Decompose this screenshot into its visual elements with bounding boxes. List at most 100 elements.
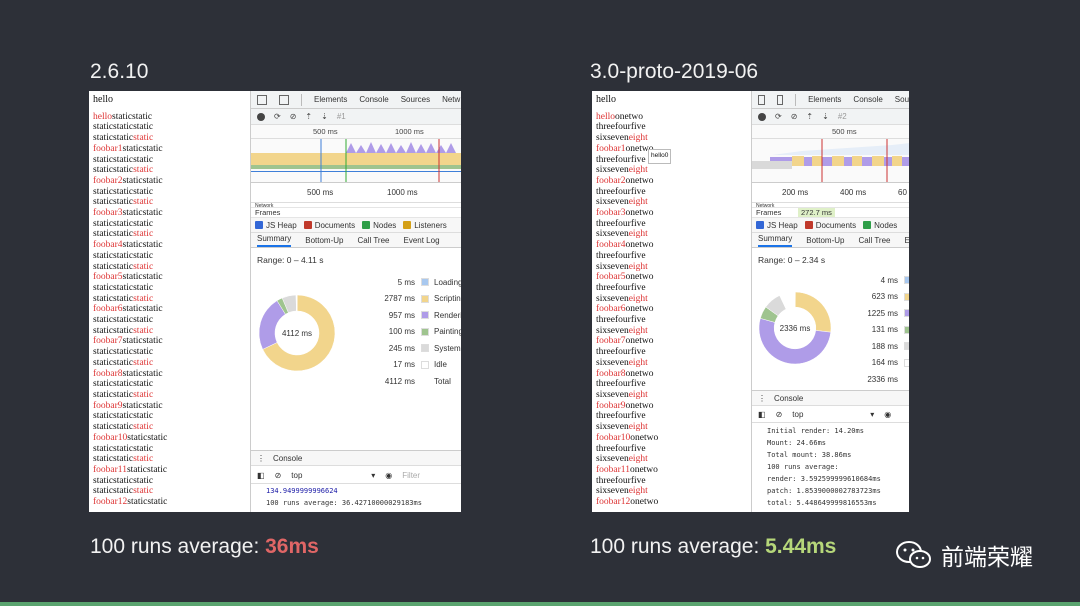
devtools-tab[interactable]: Elements [314,95,348,104]
frames-lane[interactable]: Frames 272.7 ms [752,208,909,218]
details-tab[interactable]: Bottom-Up [305,235,344,245]
memory-checkbox[interactable]: Nodes [863,221,897,230]
inspect-icon[interactable] [758,94,765,105]
download-icon[interactable]: ⇣ [321,112,328,121]
reload-icon[interactable]: ⟳ [775,112,782,121]
brand-logo: 前端荣耀 [895,538,1033,572]
lane-label: Network [255,203,274,209]
timeline-overview[interactable]: 500 ms 1000 ms [251,125,461,183]
memory-checkbox[interactable]: Nodes [362,221,396,230]
memory-checkbox[interactable]: JS Heap [255,221,297,230]
frames-lane[interactable]: Frames [251,208,461,218]
legend-swatch [421,278,429,287]
sidebar-toggle-icon[interactable]: ◧ [758,410,766,419]
recording-select[interactable]: #2 [837,112,847,121]
legend-item: 5 ms Loading [369,274,461,291]
kebab-icon[interactable]: ⋮ [257,453,265,463]
console-tab[interactable]: Console [273,453,303,463]
device-icon[interactable] [776,94,784,105]
chevron-down-icon[interactable]: ▾ [870,410,875,419]
console-drawer-header[interactable]: ⋮ Console [251,450,461,466]
chevron-down-icon[interactable]: ▾ [371,471,376,480]
reload-icon[interactable]: ⟳ [274,112,281,121]
row-text-part: eight [628,197,648,208]
row-text-part: static [133,422,154,433]
network-lane[interactable]: Network [752,203,909,209]
row-text-part: threefourfive [596,475,646,486]
legend-value: 4 ms [880,275,898,285]
row-text-part: foobar11 [596,464,630,475]
checkbox-icon[interactable] [403,221,412,230]
row-text-part: static [133,293,154,304]
devtools-tab[interactable]: Elements [808,95,842,104]
result-prefix: 100 runs average: [590,535,766,558]
left-screenshot: hello hellostaticstatic staticstaticstati… [89,91,461,512]
checkbox-icon[interactable] [255,221,263,230]
console-line: 100 runs average: 36.42710000029183ms [266,499,422,507]
network-lane[interactable]: Network [251,203,461,209]
performance-toolbar: ⟳ ⊘ ⇡ ⇣ #2 [752,109,909,125]
upload-icon[interactable]: ⇡ [305,112,313,121]
details-tab[interactable]: Ev [904,236,909,245]
console-tab[interactable]: Console [774,393,804,403]
row-text-part: staticstaticstatic [93,250,154,261]
clear-icon[interactable]: ⊘ [289,112,297,121]
devtools-tab[interactable]: Netw [442,95,461,104]
row-text-part: threefourfive [596,379,646,390]
console-drawer-header[interactable]: ⋮ Console [752,390,909,406]
recording-select[interactable]: #1 [336,112,346,121]
context-select[interactable]: top [291,471,303,480]
download-icon[interactable]: ⇣ [822,112,829,121]
memory-checkbox[interactable]: Documents [303,221,355,230]
ruler-mark: 500 ms [832,127,857,136]
donut-center-label: 2336 ms [780,324,811,333]
eye-icon[interactable]: ◉ [385,471,393,480]
device-icon[interactable] [279,94,289,105]
checkbox-icon[interactable] [756,221,764,230]
details-tab[interactable]: Bottom-Up [806,235,845,245]
devtools-tab[interactable]: Console [853,95,883,104]
devtools-tab[interactable]: Console [359,95,389,104]
details-tab[interactable]: Summary [257,234,292,247]
page-text-row: staticstaticstatic [93,390,250,401]
details-tab[interactable]: Event Log [403,235,440,245]
details-tab[interactable]: Call Tree [858,235,891,245]
row-text-part: eight [628,261,648,272]
row-text-part: staticstatic [122,143,163,154]
page-text-row: sixseveneight [596,358,751,369]
page-text-row: sixseveneight [596,422,751,433]
row-text-part: static [133,133,154,144]
sidebar-toggle-icon[interactable]: ◧ [257,471,265,480]
legend-value: 188 ms [871,341,898,351]
inspect-icon[interactable] [257,94,267,105]
row-text-part: eight [628,165,648,176]
clear-console-icon[interactable]: ⊘ [274,471,282,480]
details-tab[interactable]: Call Tree [357,235,390,245]
devtools-tab[interactable]: Sou [894,95,909,104]
memory-checkbox[interactable]: JS Heap [756,221,798,230]
context-select[interactable]: top [792,410,804,419]
checkbox-icon[interactable] [362,221,371,230]
row-text-part: staticstaticstatic [93,282,154,293]
checkbox-icon[interactable] [804,221,813,230]
clear-console-icon[interactable]: ⊘ [775,410,783,419]
console-output: 134.9499999996624 100 runs average: 36.42… [251,485,461,509]
row-text-part: foobar2 [93,175,123,186]
checkbox-icon[interactable] [303,221,312,230]
page-text-row: staticstaticstatic [93,476,250,487]
memory-checkbox[interactable]: Listeners [403,221,447,230]
clear-icon[interactable]: ⊘ [790,112,798,121]
record-icon[interactable] [257,112,265,121]
kebab-icon[interactable]: ⋮ [758,393,766,403]
memory-checkbox[interactable]: Documents [804,221,856,230]
details-tab[interactable]: Summary [758,234,793,247]
activity-chart [251,139,461,182]
upload-icon[interactable]: ⇡ [806,112,814,121]
checkbox-icon[interactable] [863,221,872,230]
page-text-row: staticstaticstatic [93,347,250,358]
devtools-tab[interactable]: Sources [400,95,431,104]
timeline-overview[interactable]: 500 ms [752,125,909,183]
record-icon[interactable] [758,112,766,121]
filter-input[interactable]: Filter [402,471,421,480]
eye-icon[interactable]: ◉ [884,410,892,419]
